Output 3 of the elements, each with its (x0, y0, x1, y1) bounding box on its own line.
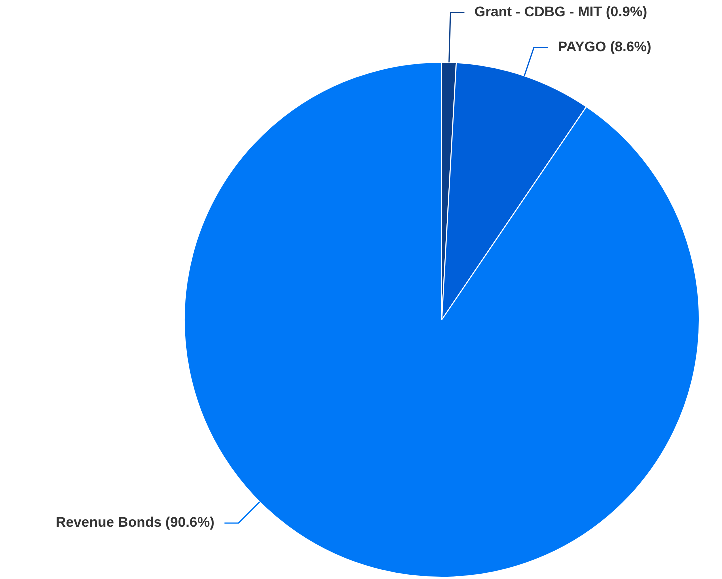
slice-label: Grant - CDBG - MIT (0.9%) (474, 3, 648, 20)
slice-label: Revenue Bonds (90.6%) (56, 514, 215, 530)
slice-label: PAYGO (8.6%) (558, 38, 652, 55)
